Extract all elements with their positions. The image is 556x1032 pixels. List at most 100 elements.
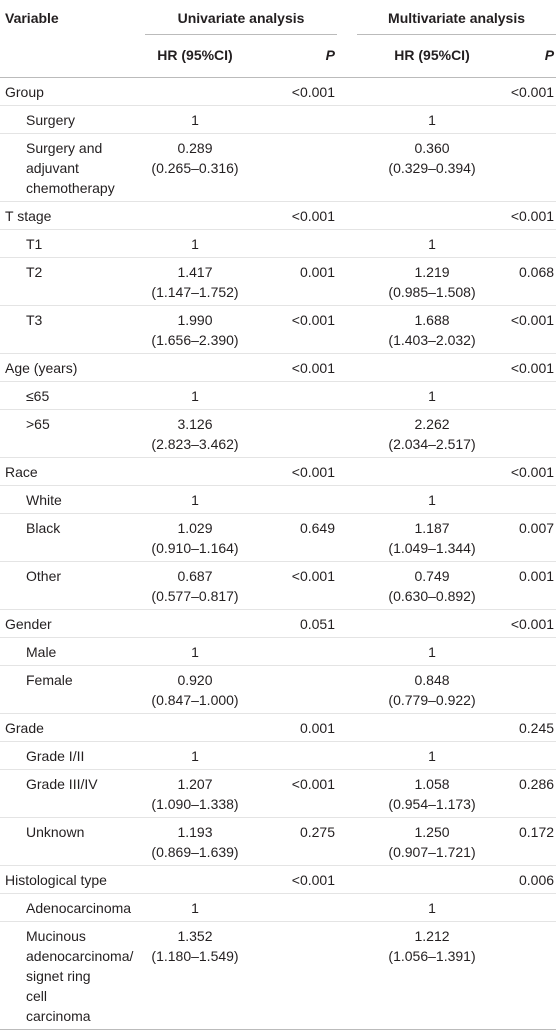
- variable-cell: Group: [5, 83, 44, 100]
- header-uni-p: P: [325, 47, 336, 63]
- multi-p-cell: [503, 922, 556, 1030]
- uni-hr-cell: 1.990 (1.656–2.390): [151, 311, 239, 348]
- uni-p-cell: <0.001: [291, 359, 336, 376]
- multi-hr-cell: 1.058 (0.954–1.173): [388, 775, 476, 812]
- variable-cell: Male: [26, 643, 57, 660]
- uni-p-cell: <0.001: [291, 311, 336, 328]
- multi-p-cell: [503, 666, 556, 714]
- item-row: Adenocarcinoma 1 1: [0, 894, 556, 922]
- variable-cell: Surgery: [26, 111, 76, 128]
- uni-hr-cell: 1.352 (1.180–1.549): [151, 927, 239, 964]
- multi-p-cell: [503, 410, 556, 458]
- uni-p-cell: <0.001: [291, 83, 336, 100]
- uni-p-cell: [245, 486, 337, 514]
- item-row: White 1 1: [0, 486, 556, 514]
- uni-hr-cell: 1: [191, 643, 199, 660]
- uni-hr-cell: [145, 78, 245, 106]
- header-multi-hr: HR (95%CI): [394, 47, 470, 63]
- variable-cell: Grade: [5, 719, 44, 736]
- item-row: T3 1.990 (1.656–2.390) <0.001 1.688 (1.403–…: [0, 306, 556, 354]
- uni-hr-cell: [145, 610, 245, 638]
- variable-cell: Histological type: [5, 871, 107, 888]
- multi-hr-cell: [337, 866, 503, 894]
- uni-hr-cell: 1: [191, 387, 199, 404]
- uni-p-cell: [245, 742, 337, 770]
- item-row: T2 1.417 (1.147–1.752) 0.001 1.219 (0.985–1…: [0, 258, 556, 306]
- header-univariate: Univariate analysis: [145, 8, 338, 35]
- multi-p-cell: <0.001: [510, 359, 555, 376]
- uni-hr-cell: 1.417 (1.147–1.752): [151, 263, 239, 300]
- group-row: Age (years) <0.001 <0.001: [0, 354, 556, 382]
- uni-p-cell: <0.001: [291, 871, 336, 888]
- group-row: Histological type <0.001 0.006: [0, 866, 556, 894]
- multi-hr-cell: 1.250 (0.907–1.721): [388, 823, 476, 860]
- uni-p-cell: 0.275: [299, 823, 336, 840]
- uni-hr-cell: 1: [191, 235, 199, 252]
- group-row: Group <0.001 <0.001: [0, 78, 556, 106]
- uni-p-cell: 0.649: [299, 519, 336, 536]
- header-group: Univariate analysis: [145, 0, 338, 35]
- header-uni-hr: HR (95%CI): [157, 47, 233, 63]
- multi-p-cell: 0.172: [518, 823, 555, 840]
- uni-hr-cell: [145, 202, 245, 230]
- item-row: Mucinous adenocarcinoma/ signet ring cel…: [0, 922, 556, 1030]
- multi-hr-cell: 1: [428, 387, 436, 404]
- uni-hr-cell: 1.193 (0.869–1.639): [151, 823, 239, 860]
- header-group: Multivariate analysis: [337, 0, 556, 35]
- uni-p-cell: 0.051: [299, 615, 336, 632]
- multi-p-cell: 0.245: [518, 719, 555, 736]
- variable-cell: >65: [26, 415, 50, 432]
- group-row: T stage <0.001 <0.001: [0, 202, 556, 230]
- group-row: Grade 0.001 0.245: [0, 714, 556, 742]
- uni-p-cell: <0.001: [291, 463, 336, 480]
- variable-cell: Surgery and adjuvant chemotherapy: [26, 139, 115, 196]
- uni-p-cell: 0.001: [299, 719, 336, 736]
- uni-hr-cell: [145, 866, 245, 894]
- uni-hr-cell: 0.289 (0.265–0.316): [151, 139, 239, 176]
- table-header: Variable Univariate analysis Multivariat…: [0, 0, 556, 78]
- variable-cell: Gender: [5, 615, 52, 632]
- group-row: Gender 0.051 <0.001: [0, 610, 556, 638]
- header-blank: [0, 35, 145, 78]
- multi-p-cell: <0.001: [510, 83, 555, 100]
- variable-cell: Other: [26, 567, 62, 584]
- uni-p-cell: [245, 410, 337, 458]
- multi-hr-cell: 1: [428, 643, 436, 660]
- multi-p-cell: 0.007: [518, 519, 555, 536]
- item-row: Grade I/II 1 1: [0, 742, 556, 770]
- multi-p-cell: [503, 134, 556, 202]
- uni-p-cell: [245, 638, 337, 666]
- header-variable: Variable: [5, 10, 59, 26]
- uni-hr-cell: [145, 458, 245, 486]
- multi-hr-cell: 0.749 (0.630–0.892): [388, 567, 476, 604]
- multi-hr-cell: 1.688 (1.403–2.032): [388, 311, 476, 348]
- multi-hr-cell: [337, 610, 503, 638]
- multi-hr-cell: 0.848 (0.779–0.922): [388, 671, 476, 708]
- variable-cell: White: [26, 491, 62, 508]
- item-row: T1 1 1: [0, 230, 556, 258]
- uni-p-cell: <0.001: [291, 567, 336, 584]
- multi-p-cell: [503, 382, 556, 410]
- uni-p-cell: [245, 894, 337, 922]
- uni-hr-cell: 1.029 (0.910–1.164): [151, 519, 239, 556]
- multi-p-cell: <0.001: [510, 207, 555, 224]
- variable-cell: Female: [26, 671, 73, 688]
- uni-p-cell: 0.001: [299, 263, 336, 280]
- multi-p-cell: <0.001: [510, 311, 555, 328]
- uni-p-cell: [245, 134, 337, 202]
- variable-cell: T3: [26, 311, 43, 328]
- variable-cell: Grade III/IV: [26, 775, 98, 792]
- item-row: Grade III/IV 1.207 (1.090–1.338) <0.001 1.0…: [0, 770, 556, 818]
- uni-p-cell: [245, 230, 337, 258]
- multi-hr-cell: [337, 458, 503, 486]
- uni-p-cell: [245, 106, 337, 134]
- variable-cell: T stage: [5, 207, 52, 224]
- item-row: >65 3.126 (2.823–3.462) 2.262 (2.034–2.517…: [0, 410, 556, 458]
- multi-hr-cell: 0.360 (0.329–0.394): [388, 139, 476, 176]
- multi-hr-cell: 1: [428, 235, 436, 252]
- uni-p-cell: [245, 382, 337, 410]
- header-multivariate: Multivariate analysis: [357, 8, 556, 35]
- multi-p-cell: [503, 486, 556, 514]
- multi-hr-cell: 1.219 (0.985–1.508): [388, 263, 476, 300]
